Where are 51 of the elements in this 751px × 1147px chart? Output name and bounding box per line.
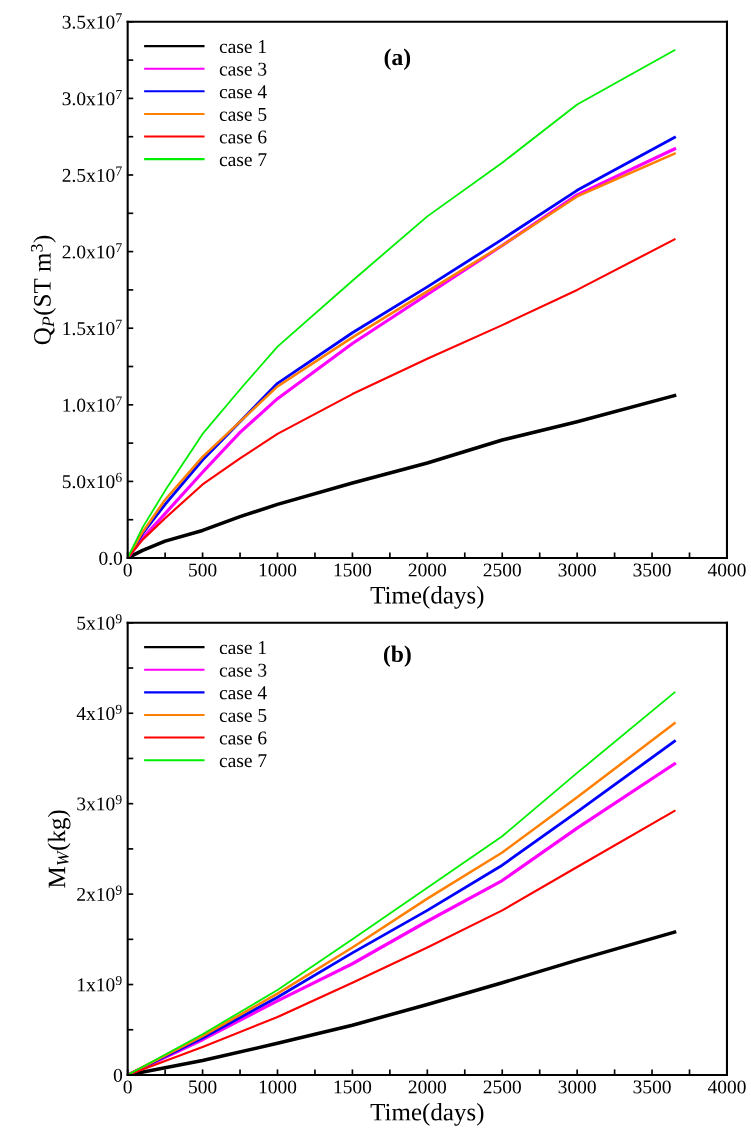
legend-label: case 7 [219,754,267,768]
y-tick-label: 5x10$^{9}$ [77,614,122,630]
x-tick-label: 3500 [633,563,671,577]
text: (b) [383,645,411,667]
y-tick-label: 2.0x10$^{7}$ [62,243,122,259]
line-series [127,238,676,559]
y-tick-label: 1.0x10$^{7}$ [63,396,122,412]
legend-label: case 1 [219,40,266,54]
legend-label: case 3 [219,663,267,677]
y-tick-label: 2x10$^{9}$ [77,885,122,901]
x-tick-label: 2000 [408,563,447,577]
x-axis-title: Time(days) [370,1103,484,1126]
legend-label: case 1 [219,641,266,655]
x-tick-label: 2500 [483,563,521,577]
legend-label: case 3 [219,62,267,76]
y-tick-label: 0.0 [99,551,123,566]
x-tick-label: 1500 [334,1080,372,1094]
y-tick-label: 3x10$^{9}$ [77,795,122,811]
x-axis-title: Time(days) [370,586,484,609]
x-tick-label: 0 [123,1080,132,1094]
x-tick-label: 3000 [558,563,596,577]
x-tick-label: 4000 [707,563,746,577]
legend-label: case 4 [219,686,267,700]
x-tick-label: 3500 [633,1080,671,1094]
text: (a) [384,48,411,71]
y-tick-label: 3.0x10$^{7}$ [62,89,122,106]
y-tick-label: 2.5x10$^{7}$ [62,166,122,183]
y-tick-label: 1.5x10$^{7}$ [63,319,122,336]
x-tick-label: 0 [123,563,132,577]
x-tick-label: 1000 [259,563,297,577]
y-tick-label: 5.0x10$^{6}$ [62,472,122,489]
x-tick-label: 3000 [558,1080,596,1094]
y-axis-title: Q$_{P}$(ST m$^{3}$) [30,235,56,345]
legend-label: case 7 [219,153,267,167]
x-tick-label: 1500 [334,563,372,577]
legend-label: case 6 [219,130,267,144]
x-tick-label: 500 [189,563,217,577]
legend-label: case 6 [219,731,267,745]
x-tick-label: 4000 [707,1080,746,1094]
x-tick-label: 1000 [259,1080,297,1094]
y-tick-label: 4x10$^{9}$ [76,704,122,721]
x-tick-label: 2500 [483,1080,521,1094]
x-tick-label: 2000 [408,1080,447,1094]
legend-label: case 4 [219,85,267,99]
legend-label: case 5 [219,108,267,121]
y-tick-label: 3.5x10$^{7}$ [62,13,122,29]
x-tick-label: 500 [189,1080,217,1094]
legend-label: case 5 [219,709,267,722]
y-axis-title: M$_{W}$(kg) [47,810,71,888]
y-tick-label: 0 [113,1068,123,1082]
y-tick-label: 1x10$^{9}$ [78,975,122,992]
